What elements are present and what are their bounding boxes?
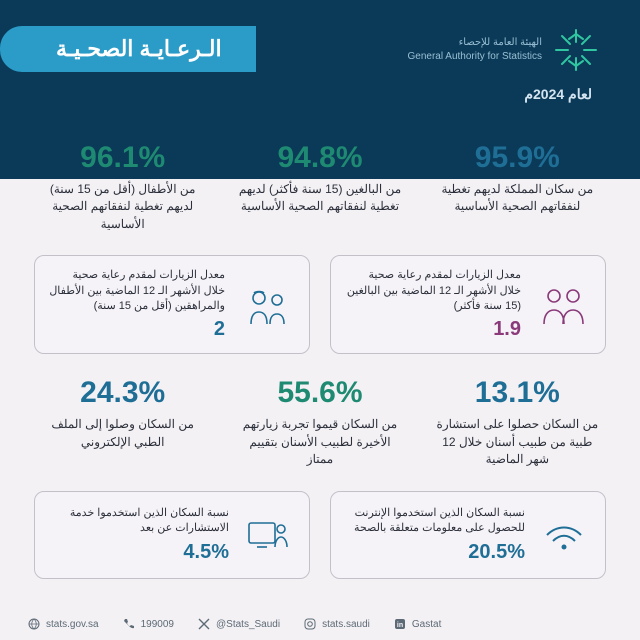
stat-card: 13.1% من السكان حصلوا على استشارة طبية م…	[429, 372, 606, 472]
banner-card: نسبة السكان الذين استخدموا الإنترنت للحص…	[330, 491, 606, 580]
org-name-en: General Authority for Statistics	[407, 50, 542, 64]
stat-value: 55.6%	[235, 376, 404, 410]
page-title: الـرعـايـة الصحـيـة	[0, 26, 256, 72]
globe-icon	[28, 618, 40, 630]
stat-label: من السكان قيموا تجربة زيارتهم الأخيرة لط…	[235, 416, 404, 468]
kids-icon	[239, 282, 295, 328]
wifi-icon	[541, 517, 587, 553]
stat-label: من السكان وصلوا إلى الملف الطبي الإلكترو…	[38, 416, 207, 451]
footer: stats.gov.sa 199009 @Stats_Saudi stats.s…	[0, 608, 640, 640]
header: الهيئة العامة للإحصاء General Authority …	[0, 0, 640, 74]
stat-card: 96.1% من الأطفال (أقل من 15 سنة) لديهم ت…	[34, 137, 211, 237]
stat-card: 55.6% من السكان قيموا تجربة زيارتهم الأخ…	[231, 372, 408, 472]
banner-card: نسبة السكان الذين استخدموا خدمة الاستشار…	[34, 491, 310, 580]
subtitle: لعام 2024م	[0, 74, 640, 103]
stat-value: 24.3%	[38, 376, 207, 410]
icon-card: معدل الزيارات لمقدم رعاية صحية خلال الأش…	[330, 255, 606, 354]
logo: الهيئة العامة للإحصاء General Authority …	[407, 26, 600, 74]
stat-label: من البالغين (15 سنة فأكثر) لديهم تغطية ل…	[235, 181, 404, 216]
top-stats-row: 95.9% من سكان المملكة لديهم تغطية لنفقات…	[34, 137, 606, 237]
stat-value: 96.1%	[38, 141, 207, 175]
instagram-icon	[304, 618, 316, 630]
banner-value: 4.5%	[53, 541, 229, 564]
x-icon	[198, 618, 210, 630]
stat-label: من السكان حصلوا على استشارة طبية من طبيب…	[433, 416, 602, 468]
logo-text: الهيئة العامة للإحصاء General Authority …	[407, 36, 542, 64]
stat-card: 94.8% من البالغين (15 سنة فأكثر) لديهم ت…	[231, 137, 408, 237]
linkedin-icon: in	[394, 618, 406, 630]
stat-card: 24.3% من السكان وصلوا إلى الملف الطبي ال…	[34, 372, 211, 472]
stat-value: 13.1%	[433, 376, 602, 410]
banner-label: نسبة السكان الذين استخدموا خدمة الاستشار…	[53, 506, 229, 538]
org-name-ar: الهيئة العامة للإحصاء	[407, 36, 542, 50]
icon-card: معدل الزيارات لمقدم رعاية صحية خلال الأش…	[34, 255, 310, 354]
remote-consult-icon	[245, 517, 291, 553]
footer-phone: 199009	[123, 618, 174, 630]
stat-label: من سكان المملكة لديهم تغطية لنفقاتهم الص…	[433, 181, 602, 216]
stat-value: 95.9%	[433, 141, 602, 175]
banner-value: 20.5%	[349, 541, 525, 564]
gastat-logo-icon	[552, 26, 600, 74]
icon-card-value: 1.9	[345, 318, 521, 341]
stat-value: 94.8%	[235, 141, 404, 175]
icon-card-desc: معدل الزيارات لمقدم رعاية صحية خلال الأش…	[345, 268, 521, 314]
content: 95.9% من سكان المملكة لديهم تغطية لنفقات…	[0, 103, 640, 579]
icon-card-value: 2	[49, 318, 225, 341]
banner-label: نسبة السكان الذين استخدموا الإنترنت للحص…	[349, 506, 525, 538]
banners-row: نسبة السكان الذين استخدموا الإنترنت للحص…	[34, 491, 606, 580]
footer-website: stats.gov.sa	[28, 618, 99, 630]
footer-instagram: stats.saudi	[304, 618, 370, 630]
visit-cards-row: معدل الزيارات لمقدم رعاية صحية خلال الأش…	[34, 255, 606, 354]
phone-icon	[123, 618, 135, 630]
stat-card: 95.9% من سكان المملكة لديهم تغطية لنفقات…	[429, 137, 606, 237]
mid-stats-row: 13.1% من السكان حصلوا على استشارة طبية م…	[34, 372, 606, 472]
footer-linkedin: in Gastat	[394, 618, 441, 630]
svg-text:in: in	[397, 622, 403, 629]
couple-icon	[535, 282, 591, 328]
footer-twitter: @Stats_Saudi	[198, 618, 280, 630]
stat-label: من الأطفال (أقل من 15 سنة) لديهم تغطية ل…	[38, 181, 207, 233]
icon-card-desc: معدل الزيارات لمقدم رعاية صحية خلال الأش…	[49, 268, 225, 314]
